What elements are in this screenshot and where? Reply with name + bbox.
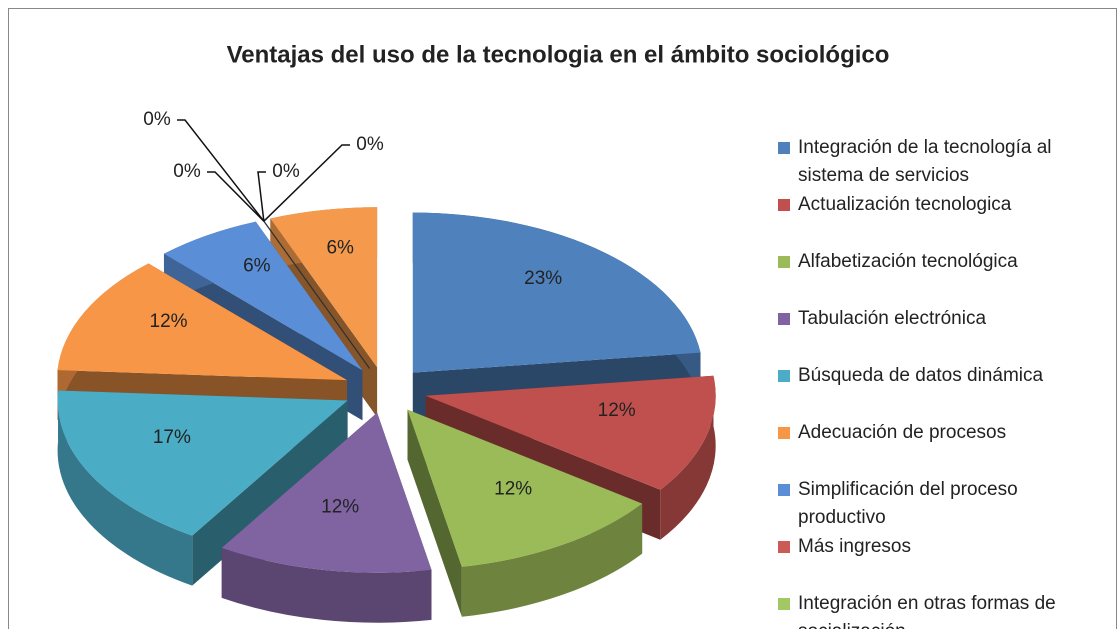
slice [57, 263, 347, 381]
data-label: 0% [143, 109, 171, 130]
legend-label: Alfabetización tecnológica [798, 251, 1018, 272]
legend-swatch [778, 598, 790, 610]
data-label: 6% [243, 256, 271, 277]
legend-item: Búsqueda de datos dinámica [778, 362, 1108, 390]
data-label: 0% [173, 161, 201, 182]
leader-line [177, 119, 265, 222]
legend-label: Simplificación del proceso productivo [798, 479, 1018, 528]
data-label: 0% [356, 134, 384, 155]
legend-swatch [778, 484, 790, 496]
legend-swatch [778, 313, 790, 325]
legend-label: Integración en otras formas de socializa… [798, 593, 1056, 629]
slice [412, 212, 701, 373]
data-label: 12% [321, 497, 359, 518]
legend-item: Integración en otras formas de socializa… [778, 590, 1108, 629]
leader-line [207, 171, 265, 222]
data-label: 12% [150, 311, 188, 332]
slice [425, 375, 716, 490]
legend-item: Simplificación del proceso productivo [778, 476, 1108, 532]
legend-item: Adecuación de procesos [778, 419, 1108, 447]
legend-swatch [778, 142, 790, 154]
slice [221, 412, 432, 573]
legend-label: Tabulación electrónica [798, 308, 987, 329]
legend-label: Más ingresos [798, 536, 911, 557]
slices [57, 207, 716, 623]
legend-item: Integración de la tecnología al sistema … [778, 134, 1108, 190]
data-label: 0% [272, 161, 300, 182]
slice-side [57, 390, 193, 586]
data-label: 12% [598, 400, 636, 421]
legend-swatch [778, 199, 790, 211]
leader-line [257, 171, 266, 222]
legend-item: Actualización tecnologica [778, 191, 1108, 219]
legend-swatch [778, 370, 790, 382]
slice-wall [407, 409, 462, 617]
slice [270, 207, 378, 368]
chart-title: Ventajas del uso de la tecnologia en el … [227, 41, 890, 68]
slice-side [461, 503, 643, 617]
data-label: 17% [153, 427, 191, 448]
slice-side [221, 547, 432, 623]
legend-label: Integración de la tecnología al sistema … [798, 137, 1052, 186]
slice-side [660, 375, 716, 540]
legend-label: Búsqueda de datos dinámica [798, 365, 1044, 386]
legend-swatch [778, 427, 790, 439]
legend-item: Alfabetización tecnológica [778, 248, 1108, 276]
slice [407, 409, 643, 567]
data-label: 6% [326, 237, 354, 258]
legend-swatch [778, 256, 790, 268]
legend-item: Más ingresos [778, 533, 1108, 561]
legend-item: Tabulación electrónica [778, 305, 1108, 333]
slice [57, 390, 348, 536]
legend-swatch [778, 541, 790, 553]
legend-label: Adecuación de procesos [798, 422, 1007, 443]
slice [163, 221, 363, 371]
leader-line [263, 144, 350, 222]
data-label: 23% [524, 268, 562, 289]
legend-label: Actualización tecnologica [798, 194, 1012, 215]
data-label: 12% [494, 478, 532, 499]
